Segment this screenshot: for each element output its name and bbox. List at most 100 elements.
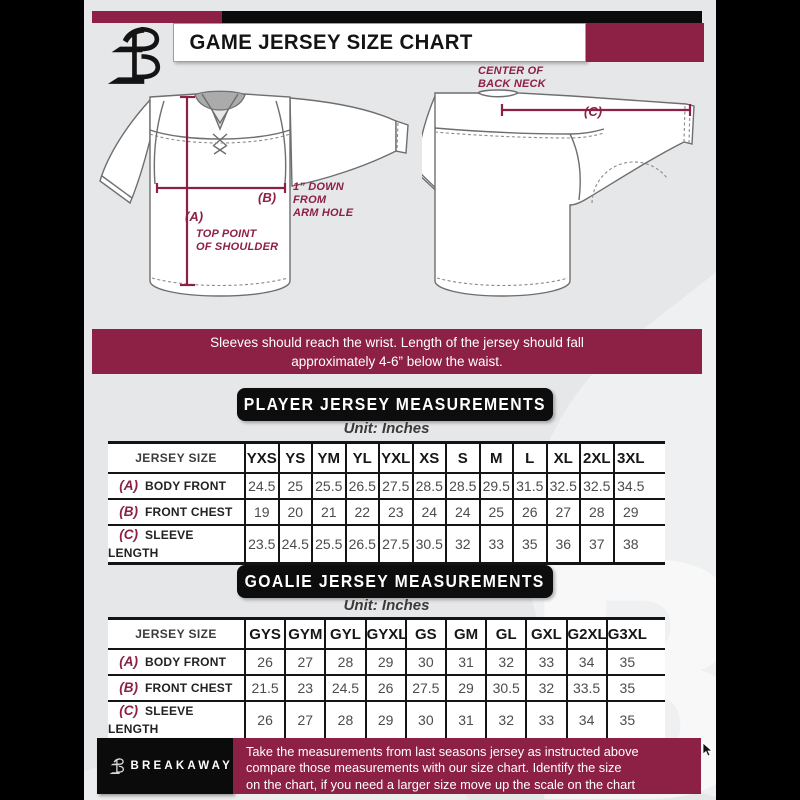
size-cell: 28.5 (445, 473, 480, 499)
size-cell: 24.5 (277, 525, 312, 564)
size-cell: 27.5 (378, 473, 413, 499)
size-cell: 30.5 (485, 675, 527, 701)
table-pad (647, 473, 665, 499)
fit-note-text: Sleeves should reach the wrist. Length o… (210, 333, 584, 371)
size-cell: 25 (478, 499, 513, 525)
size-column-header: GYS (243, 618, 286, 649)
size-cell: 27 (545, 499, 580, 525)
row-label: (C) SLEEVE LENGTH (108, 525, 245, 564)
size-cell: 24.5 (324, 675, 366, 701)
size-cell: 34 (565, 701, 607, 740)
table-pad (647, 619, 665, 650)
size-column-header: GYM (284, 618, 326, 649)
label-b-caption: 1” DOWN FROM ARM HOLE (293, 181, 354, 219)
row-label: (B) FRONT CHEST (108, 675, 245, 701)
size-cell: 33.5 (565, 675, 607, 701)
fit-note-line1: Sleeves should reach the wrist. Length o… (210, 334, 584, 350)
size-cell: 25 (277, 473, 312, 499)
goalie-section-header: GOALIE JERSEY MEASUREMENTS (237, 565, 553, 598)
mouse-cursor (702, 742, 714, 757)
table-pad (647, 675, 665, 701)
table-row-body-front: (A) BODY FRONT 26 27 28 29 30 31 32 33 34… (108, 649, 665, 675)
chart-content-area: B GAME JERSEY SIZE CHART (84, 0, 716, 800)
size-column-header: G2XL (565, 618, 607, 649)
size-cell: 25.5 (311, 525, 346, 564)
table-pad (647, 499, 665, 525)
size-column-header: GM (444, 618, 487, 649)
size-cell: 35 (605, 701, 647, 740)
size-cell: 35 (605, 649, 647, 675)
label-c-key: (C) (584, 104, 603, 119)
column-header-jersey-size: JERSEY SIZE (135, 627, 217, 641)
table-row-front-chest: (B) FRONT CHEST 21.5 23 24.5 26 27.5 29 3… (108, 675, 665, 701)
goalie-section-title: GOALIE JERSEY MEASUREMENTS (245, 571, 546, 591)
size-cell: 26 (364, 675, 406, 701)
row-name: FRONT CHEST (145, 505, 233, 519)
back-jersey-diagram (422, 89, 695, 297)
front-jersey-diagram (99, 90, 409, 297)
size-cell: 34 (565, 649, 607, 675)
size-column-header: 2XL (579, 442, 614, 473)
player-section-title: PLAYER JERSEY MEASUREMENTS (243, 394, 547, 414)
size-cell: 28.5 (411, 473, 446, 499)
row-key: (B) (119, 680, 138, 695)
footer-instructions-line1: Take the measurements from last seasons … (246, 744, 639, 759)
goalie-size-table: JERSEY SIZE GYS GYM GYL GYXL GS GM GL GX… (108, 617, 665, 741)
size-cell: 32 (485, 649, 527, 675)
row-name: SLEEVE LENGTH (108, 528, 194, 560)
title-row: GAME JERSEY SIZE CHART (173, 23, 704, 62)
size-column-header: GYL (324, 618, 366, 649)
player-table-header-row: JERSEY SIZE YXS YS YM YL YXL XS S M L XL… (108, 442, 665, 473)
size-column-header: L (512, 442, 547, 473)
size-column-header: S (445, 442, 480, 473)
table-row-front-chest: (B) FRONT CHEST 19 20 21 22 23 24 24 25 2… (108, 499, 665, 525)
size-column-header: XL (545, 442, 580, 473)
fit-note-banner: Sleeves should reach the wrist. Length o… (92, 329, 702, 374)
player-size-table: JERSEY SIZE YXS YS YM YL YXL XS S M L XL… (108, 441, 665, 565)
row-key: (C) (119, 527, 138, 542)
size-cell: 29 (444, 675, 487, 701)
footer-brand-block: BREAKAWAY (97, 738, 233, 794)
size-cell: 23 (284, 675, 326, 701)
size-cell: 32 (445, 525, 480, 564)
goalie-unit-label: Unit: Inches (343, 597, 430, 614)
size-cell: 25.5 (311, 473, 346, 499)
size-column-header: YM (311, 442, 346, 473)
size-cell: 36 (545, 525, 580, 564)
column-header-jersey-size: JERSEY SIZE (135, 451, 217, 465)
size-column-header: G3XL (605, 618, 647, 649)
size-cell: 24.5 (244, 473, 279, 499)
size-cell: 34.5 (612, 473, 647, 499)
size-cell: 31 (444, 701, 487, 740)
row-key: (A) (119, 654, 138, 669)
player-unit-label: Unit: Inches (343, 420, 430, 437)
footer-instructions: Take the measurements from last seasons … (233, 738, 701, 794)
size-cell: 28 (579, 499, 614, 525)
size-cell: 24 (445, 499, 480, 525)
size-cell: 35 (512, 525, 547, 564)
row-key: (B) (119, 504, 138, 519)
row-name: SLEEVE LENGTH (108, 704, 194, 736)
size-cell: 30 (404, 701, 446, 740)
size-cell: 32 (525, 675, 567, 701)
size-cell: 26.5 (344, 525, 379, 564)
size-column-header: M (478, 442, 513, 473)
breakaway-b-logo (107, 27, 161, 84)
footer-instructions-line2: compare those measurements with our size… (246, 760, 622, 776)
row-name: BODY FRONT (145, 479, 227, 493)
size-cell: 30.5 (411, 525, 446, 564)
size-column-header: YXL (378, 442, 413, 473)
size-cell: 26 (512, 499, 547, 525)
size-cell: 27 (284, 649, 326, 675)
row-name: BODY FRONT (145, 655, 227, 669)
size-cell: 20 (277, 499, 312, 525)
size-cell: 21.5 (243, 675, 286, 701)
row-key: (C) (119, 703, 138, 718)
size-cell: 21 (311, 499, 346, 525)
player-section-header: PLAYER JERSEY MEASUREMENTS (237, 388, 553, 421)
size-cell: 31.5 (512, 473, 547, 499)
size-cell: 37 (579, 525, 614, 564)
label-a-caption: TOP POINT OF SHOULDER (196, 228, 279, 253)
size-cell: 29 (364, 649, 406, 675)
